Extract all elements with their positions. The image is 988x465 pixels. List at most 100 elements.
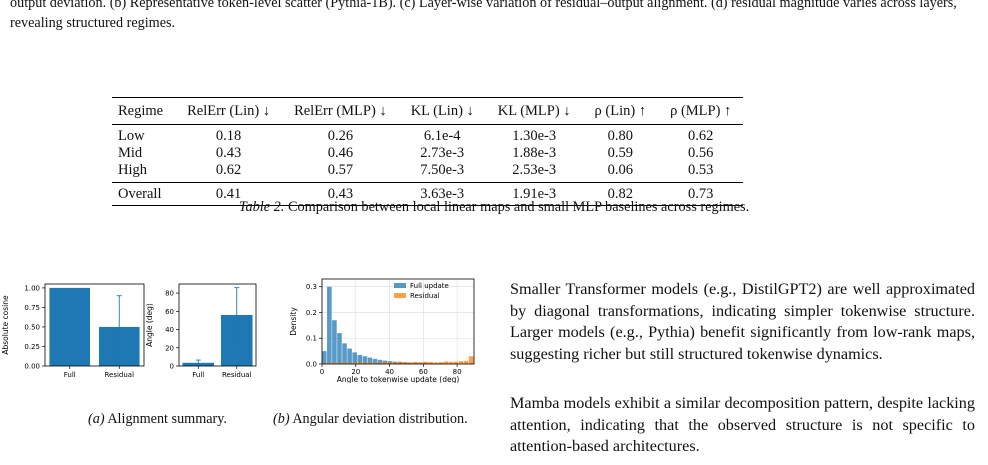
histogram-bar [468, 356, 474, 364]
y-tick-label: 40 [165, 326, 174, 334]
comparison-table: Regime RelErr (Lin) ↓ RelErr (MLP) ↓ KL … [112, 97, 744, 206]
x-tick-label: 40 [385, 368, 394, 376]
histogram-bar [387, 362, 393, 364]
histogram-bar [342, 362, 347, 364]
y-tick-label: 0.3 [306, 283, 317, 291]
histogram-bar [408, 362, 413, 364]
x-tick-label: 80 [453, 368, 462, 376]
bar [49, 287, 91, 366]
table-cell: 0.41 [215, 185, 242, 202]
subcaption-text: Angular deviation distribution. [292, 411, 468, 427]
histogram-bar [332, 320, 337, 364]
y-tick-label: 80 [165, 290, 174, 298]
table-cell: High [118, 162, 147, 178]
table-row: Mid 0.43 0.46 2.73e-3 1.88e-3 0.59 0.56 [112, 145, 743, 162]
histogram-bar [332, 362, 337, 364]
y-tick-label: 0.2 [306, 309, 317, 317]
histogram-bar [438, 362, 444, 364]
col-header: Regime [118, 102, 164, 119]
col-header: RelErr (MLP) ↓ [294, 102, 387, 119]
table-cell: 0.26 [327, 128, 354, 144]
histogram-bar [398, 361, 403, 364]
table-cell: 0.18 [215, 128, 242, 144]
y-tick-label: 0.1 [306, 335, 317, 343]
table-cell: 1.88e-3 [512, 145, 557, 161]
table-caption: Table 2. Comparison between local linear… [0, 199, 988, 216]
histogram-bar [362, 362, 368, 364]
subcaption-label: (b) [273, 411, 290, 427]
table-cell: 1.91e-3 [512, 185, 557, 202]
histogram-bar [357, 361, 363, 364]
histogram-bar [367, 357, 373, 364]
histogram-bar [367, 362, 373, 364]
histogram-bar [347, 348, 352, 364]
plot-frame [321, 278, 475, 365]
col-header: KL (Lin) ↓ [410, 102, 474, 119]
x-tick-label: 0 [320, 368, 324, 376]
y-tick-label: 0.50 [24, 323, 40, 331]
table-caption-text: Comparison between local linear maps and… [287, 199, 750, 215]
table-cell: Mid [118, 145, 143, 161]
body-paragraph: Mamba models exhibit a similar decomposi… [510, 394, 975, 455]
body-paragraph: Smaller Transformer models (e.g., Distil… [510, 280, 975, 363]
histogram-bar [352, 352, 357, 364]
y-tick-label: 0.75 [24, 304, 40, 312]
col-header: ρ (MLP) ↑ [670, 102, 732, 119]
x-tick-label: Residual [222, 371, 252, 378]
histogram-bar [453, 361, 459, 364]
table-cell: 0.53 [688, 162, 714, 178]
histogram-bar [347, 362, 352, 364]
x-tick-label: Residual [104, 371, 134, 378]
histogram-bar [377, 359, 383, 364]
histogram-bar [327, 286, 332, 364]
y-axis-label: Angle (deg) [145, 303, 154, 347]
histogram-bar [357, 354, 363, 364]
legend-swatch [394, 283, 406, 288]
plot-frame [44, 283, 145, 367]
subcaption-label: (a) [88, 411, 105, 427]
y-axis-label: Absolute cosine [1, 295, 10, 355]
table-cell: 0.06 [607, 162, 633, 178]
x-tick-label: 20 [351, 368, 360, 376]
table-caption-label: Table 2. [238, 199, 285, 215]
y-tick-label: 60 [165, 308, 174, 316]
table-cell: 2.53e-3 [512, 162, 557, 178]
histogram-bar [337, 362, 342, 364]
histogram-bar [342, 343, 347, 364]
y-tick-label: 20 [165, 344, 174, 352]
histogram-bar [352, 362, 357, 364]
y-axis-label: Density [289, 307, 298, 336]
histogram-bar [418, 362, 423, 364]
table-cell: 0.56 [688, 145, 714, 161]
table-cell: Overall [118, 185, 162, 202]
legend-label: Full update [410, 282, 449, 290]
subcaption-text: Alignment summary. [107, 411, 227, 427]
y-tick-label: 0.25 [24, 343, 40, 351]
plot-frame [178, 283, 257, 367]
histogram-bar [458, 361, 464, 364]
histogram-bar [327, 362, 332, 364]
table-cell: 0.43 [327, 185, 354, 202]
x-tick-label: Full [192, 371, 204, 378]
table-cell: 6.1e-4 [423, 128, 461, 144]
table-cell: 1.30e-3 [512, 128, 557, 144]
histogram-bar [448, 361, 454, 364]
table-cell: 0.80 [607, 128, 633, 144]
figure-caption-continuation: output deviation. (b) Representative tok… [10, 0, 957, 31]
y-tick-label: 0 [170, 363, 174, 371]
table-cell: 0.46 [327, 145, 354, 161]
col-header: RelErr (Lin) ↓ [187, 102, 271, 119]
alignment-cosine-chart: Absolute cosine 0.00 0.25 0.50 0.75 1.00 Full R… [1, 283, 145, 378]
table-cell: 2.73e-3 [420, 145, 465, 161]
x-tick-label: 60 [419, 368, 428, 376]
y-tick-label: 0.0 [306, 361, 317, 369]
histogram-bar [443, 361, 449, 364]
histogram-bar [377, 362, 383, 364]
subcaption-b: (b) Angular deviation distribution. [273, 410, 473, 428]
legend-label: Residual [410, 292, 440, 300]
angular-deviation-histogram: 0 20 40 60 80 0.0 0.1 0.2 0.3 Density Angle to tok… [289, 278, 475, 383]
histogram-bar [372, 362, 378, 364]
table-cell: 0.59 [607, 145, 633, 161]
x-axis-label: Angle to tokenwise update (deg) [337, 375, 460, 383]
subcaption-a: (a) Alignment summary. [88, 410, 248, 428]
